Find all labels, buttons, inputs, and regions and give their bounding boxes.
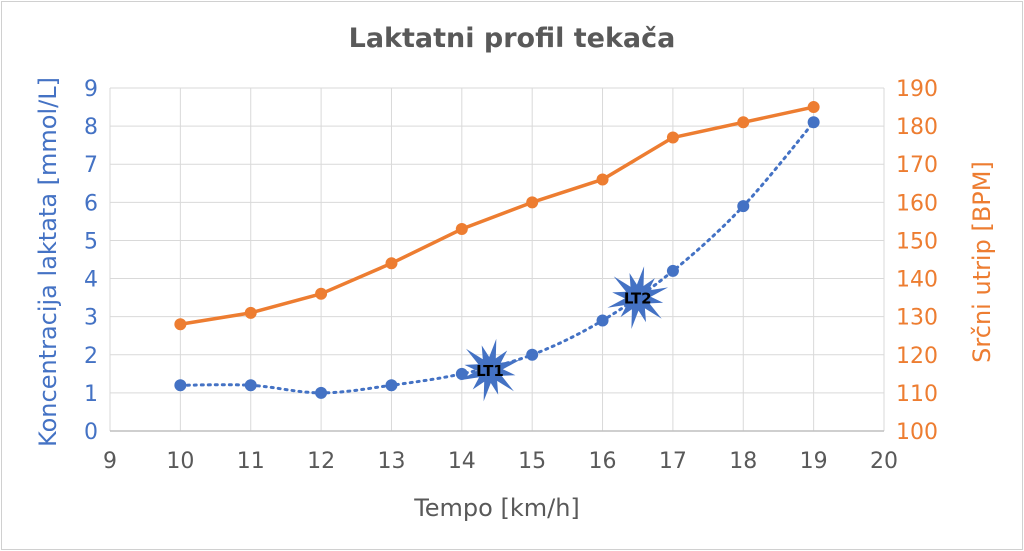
y-tick-label: 8: [84, 115, 98, 140]
lactate-data-point: [526, 348, 539, 361]
x-tick-label: 17: [659, 449, 687, 474]
y2-tick-label: 180: [896, 115, 938, 140]
heart-rate-data-point: [666, 131, 679, 144]
annotation-label: LT2: [624, 290, 652, 308]
lactate-data-point: [315, 386, 328, 399]
x-tick-label: 10: [166, 449, 194, 474]
burst-marker-icon: [607, 266, 669, 329]
y2-tick-label: 100: [896, 420, 938, 445]
lactate-series-line: [178, 120, 816, 395]
y-tick-label: 3: [84, 306, 98, 331]
y2-tick-label: 130: [896, 306, 938, 331]
heart-rate-data-point: [807, 101, 820, 114]
x-tick-label: 12: [307, 449, 335, 474]
lactate-data-point: [737, 200, 750, 213]
chart-title: Laktatni profil tekača: [349, 23, 676, 54]
y2-tick-label: 150: [896, 229, 938, 254]
heart-rate-data-point: [596, 173, 609, 186]
annotation-label: LT1: [476, 362, 504, 380]
x-tick-label: 9: [103, 449, 117, 474]
y-tick-label: 9: [84, 77, 98, 102]
y2-axis-label: Srčni utrip [BPM]: [968, 161, 996, 363]
y-tick-label: 7: [84, 153, 98, 178]
y-axis-label: Koncentracija laktata [mmol/L]: [34, 77, 62, 447]
heart-rate-data-point: [315, 287, 328, 300]
y2-tick-label: 190: [896, 77, 938, 102]
heart-rate-data-point: [526, 196, 539, 209]
y2-tick-label: 170: [896, 153, 938, 178]
y2-tick-label: 160: [896, 191, 938, 216]
lactate-data-point: [807, 116, 820, 129]
lactate-data-point: [174, 379, 187, 392]
lactate-data-point: [455, 367, 468, 380]
x-tick-label: 11: [237, 449, 265, 474]
x-axis-label: Tempo [km/h]: [413, 494, 580, 522]
lactate-data-point: [666, 264, 679, 277]
lactate-data-point: [385, 379, 398, 392]
heart-rate-data-point: [737, 116, 750, 129]
lactate-data-point: [244, 379, 257, 392]
heart-rate-data-point: [385, 257, 398, 270]
heart-rate-data-point: [174, 318, 187, 331]
lactate-data-point: [596, 314, 609, 327]
y-tick-label: 0: [84, 420, 98, 445]
x-tick-label: 13: [377, 449, 405, 474]
y2-tick-label: 110: [896, 382, 938, 407]
x-tick-label: 19: [800, 449, 828, 474]
y-tick-label: 1: [84, 382, 98, 407]
y-tick-label: 6: [84, 191, 98, 216]
heart-rate-data-point: [455, 223, 468, 236]
heart-rate-series-line: [180, 105, 815, 327]
y2-tick-label: 120: [896, 344, 938, 369]
y-tick-label: 4: [84, 268, 98, 293]
x-tick-label: 18: [729, 449, 757, 474]
heart-rate-data-point: [244, 306, 257, 319]
y-tick-label: 5: [84, 229, 98, 254]
y2-tick-label: 140: [896, 268, 938, 293]
x-tick-label: 15: [518, 449, 546, 474]
x-tick-label: 20: [870, 449, 898, 474]
y-tick-label: 2: [84, 344, 98, 369]
burst-marker-icon: [459, 338, 521, 402]
x-tick-label: 16: [589, 449, 617, 474]
x-tick-label: 14: [448, 449, 476, 474]
